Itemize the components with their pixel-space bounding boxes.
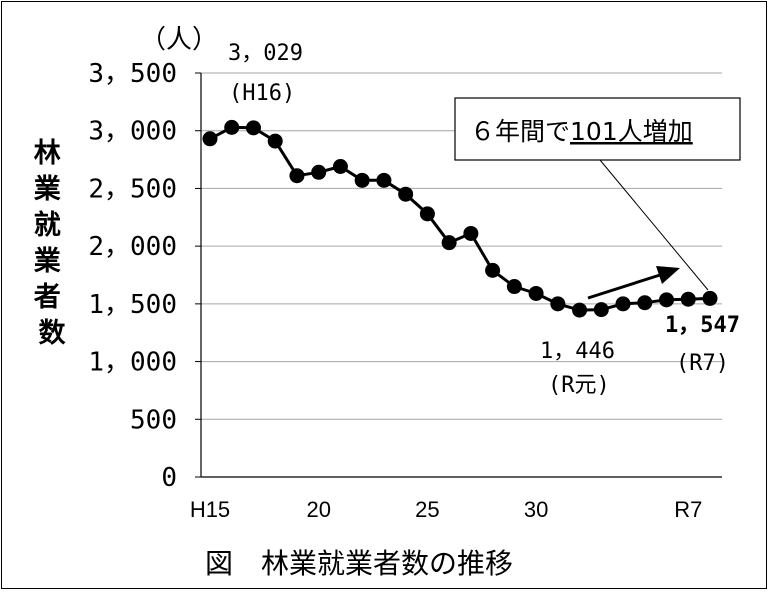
data-point-16 (550, 296, 566, 312)
x-tick-label-H15: H15 (190, 497, 230, 522)
y-tick-label-1000: 1，000 (88, 348, 177, 378)
data-point-9 (398, 186, 414, 202)
trend-arrow (587, 273, 661, 300)
data-point-20 (637, 295, 653, 311)
callout-prefix: ６年間で (470, 117, 570, 146)
figure-caption: 図 林業就業者数の推移 (205, 547, 513, 580)
data-point-22 (680, 291, 696, 307)
data-point-14 (506, 279, 522, 295)
data-point-18 (593, 302, 609, 318)
data-point-2 (245, 120, 261, 136)
y-tick-label-1500: 1，500 (88, 290, 177, 320)
data-point-21 (659, 292, 675, 308)
x-tick-label-25: 25 (415, 497, 439, 522)
data-points (202, 119, 718, 318)
y-tick-label-2000: 2，000 (88, 232, 177, 262)
data-point-7 (354, 172, 370, 188)
y-axis-title-char-2: 業 (34, 174, 61, 205)
annotation-min-value: 1，446 (540, 339, 615, 364)
trend-arrow-head (656, 266, 680, 284)
y-axis-title-char-4: 業 (34, 246, 61, 277)
y-tick-label-2500: 2，500 (88, 174, 177, 204)
y-tick-label-3500: 3，500 (88, 59, 177, 89)
data-point-23 (702, 290, 718, 306)
x-tick-labels: H15 20 25 30 R7 (190, 497, 703, 522)
data-point-5 (311, 164, 327, 180)
y-unit-label: （人） (140, 25, 218, 55)
y-tick-label-500: 500 (130, 405, 177, 435)
annotation-peak-label: (H16) (229, 81, 295, 106)
data-point-8 (376, 172, 392, 188)
axes (195, 72, 722, 478)
data-point-6 (332, 158, 348, 174)
callout-emphasis: 101人増加 (570, 117, 693, 146)
data-point-13 (485, 262, 501, 278)
data-point-15 (528, 285, 544, 301)
y-axis-title-char-3: 就 (34, 210, 61, 241)
x-tick-label-R7: R7 (674, 497, 702, 522)
annotation-last-value: 1，547 (665, 313, 740, 338)
callout-box (454, 97, 741, 161)
y-axis-title: 林 業 就 業 者 数 (34, 138, 70, 349)
data-point-19 (615, 296, 631, 312)
data-point-4 (289, 168, 305, 184)
callout-leader-line (599, 159, 709, 291)
y-axis-title-char-5: 者 (34, 282, 61, 313)
annotation-peak-value: 3，029 (228, 41, 303, 66)
annotation-last-label: (R7) (676, 351, 729, 376)
y-axis-title-char-1: 林 (34, 138, 61, 169)
x-tick-label-20: 20 (306, 497, 330, 522)
data-point-12 (463, 225, 479, 241)
y-tick-label-3000: 3，000 (88, 117, 177, 147)
x-tick-label-30: 30 (524, 497, 548, 522)
callout-text: ６年間で101人増加 (470, 117, 693, 146)
data-point-10 (419, 206, 435, 222)
data-point-11 (441, 235, 457, 251)
y-tick-label-0: 0 (161, 463, 177, 493)
y-tick-labels: 0 500 1，000 1，500 2，000 2，500 3，000 3，500 (88, 59, 177, 493)
data-point-17 (572, 302, 588, 318)
y-axis-title-char-6: 数 (39, 318, 67, 349)
data-point-1 (224, 119, 240, 135)
data-point-3 (267, 133, 283, 149)
data-point-0 (202, 131, 218, 147)
annotation-min-label: (R元) (548, 373, 610, 398)
